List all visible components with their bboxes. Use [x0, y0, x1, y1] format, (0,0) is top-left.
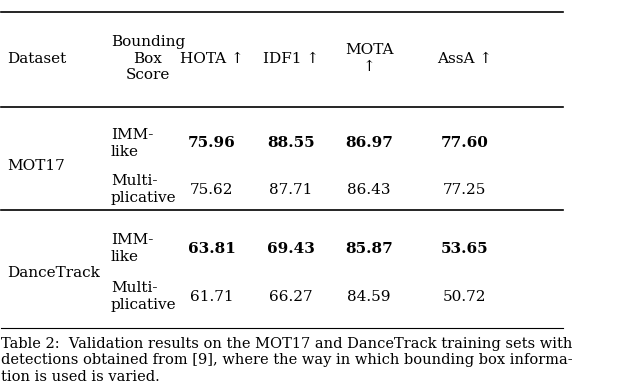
Text: MOTA
↑: MOTA ↑ [345, 43, 394, 74]
Text: 63.81: 63.81 [188, 242, 236, 256]
Text: 86.97: 86.97 [346, 136, 393, 151]
Text: 87.71: 87.71 [269, 183, 312, 197]
Text: Table 2:  Validation results on the MOT17 and DanceTrack training sets with
dete: Table 2: Validation results on the MOT17… [1, 337, 573, 384]
Text: 85.87: 85.87 [346, 242, 393, 256]
Text: 84.59: 84.59 [348, 289, 391, 303]
Text: 75.62: 75.62 [190, 183, 234, 197]
Text: 50.72: 50.72 [443, 289, 486, 303]
Text: Bounding
Box
Score: Bounding Box Score [111, 35, 185, 82]
Text: 77.60: 77.60 [441, 136, 489, 151]
Text: Dataset: Dataset [7, 52, 67, 66]
Text: AssA ↑: AssA ↑ [437, 52, 492, 66]
Text: 53.65: 53.65 [441, 242, 488, 256]
Text: IMM-
like: IMM- like [111, 233, 153, 264]
Text: 77.25: 77.25 [443, 183, 486, 197]
Text: Multi-
plicative: Multi- plicative [111, 174, 177, 204]
Text: MOT17: MOT17 [7, 159, 65, 172]
Text: 61.71: 61.71 [190, 289, 234, 303]
Text: HOTA ↑: HOTA ↑ [180, 52, 244, 66]
Text: 86.43: 86.43 [348, 183, 391, 197]
Text: IDF1 ↑: IDF1 ↑ [262, 52, 319, 66]
Text: 66.27: 66.27 [269, 289, 312, 303]
Text: 88.55: 88.55 [267, 136, 314, 151]
Text: DanceTrack: DanceTrack [7, 265, 100, 280]
Text: IMM-
like: IMM- like [111, 128, 153, 158]
Text: 75.96: 75.96 [188, 136, 236, 151]
Text: Multi-
plicative: Multi- plicative [111, 282, 177, 312]
Text: 69.43: 69.43 [267, 242, 314, 256]
